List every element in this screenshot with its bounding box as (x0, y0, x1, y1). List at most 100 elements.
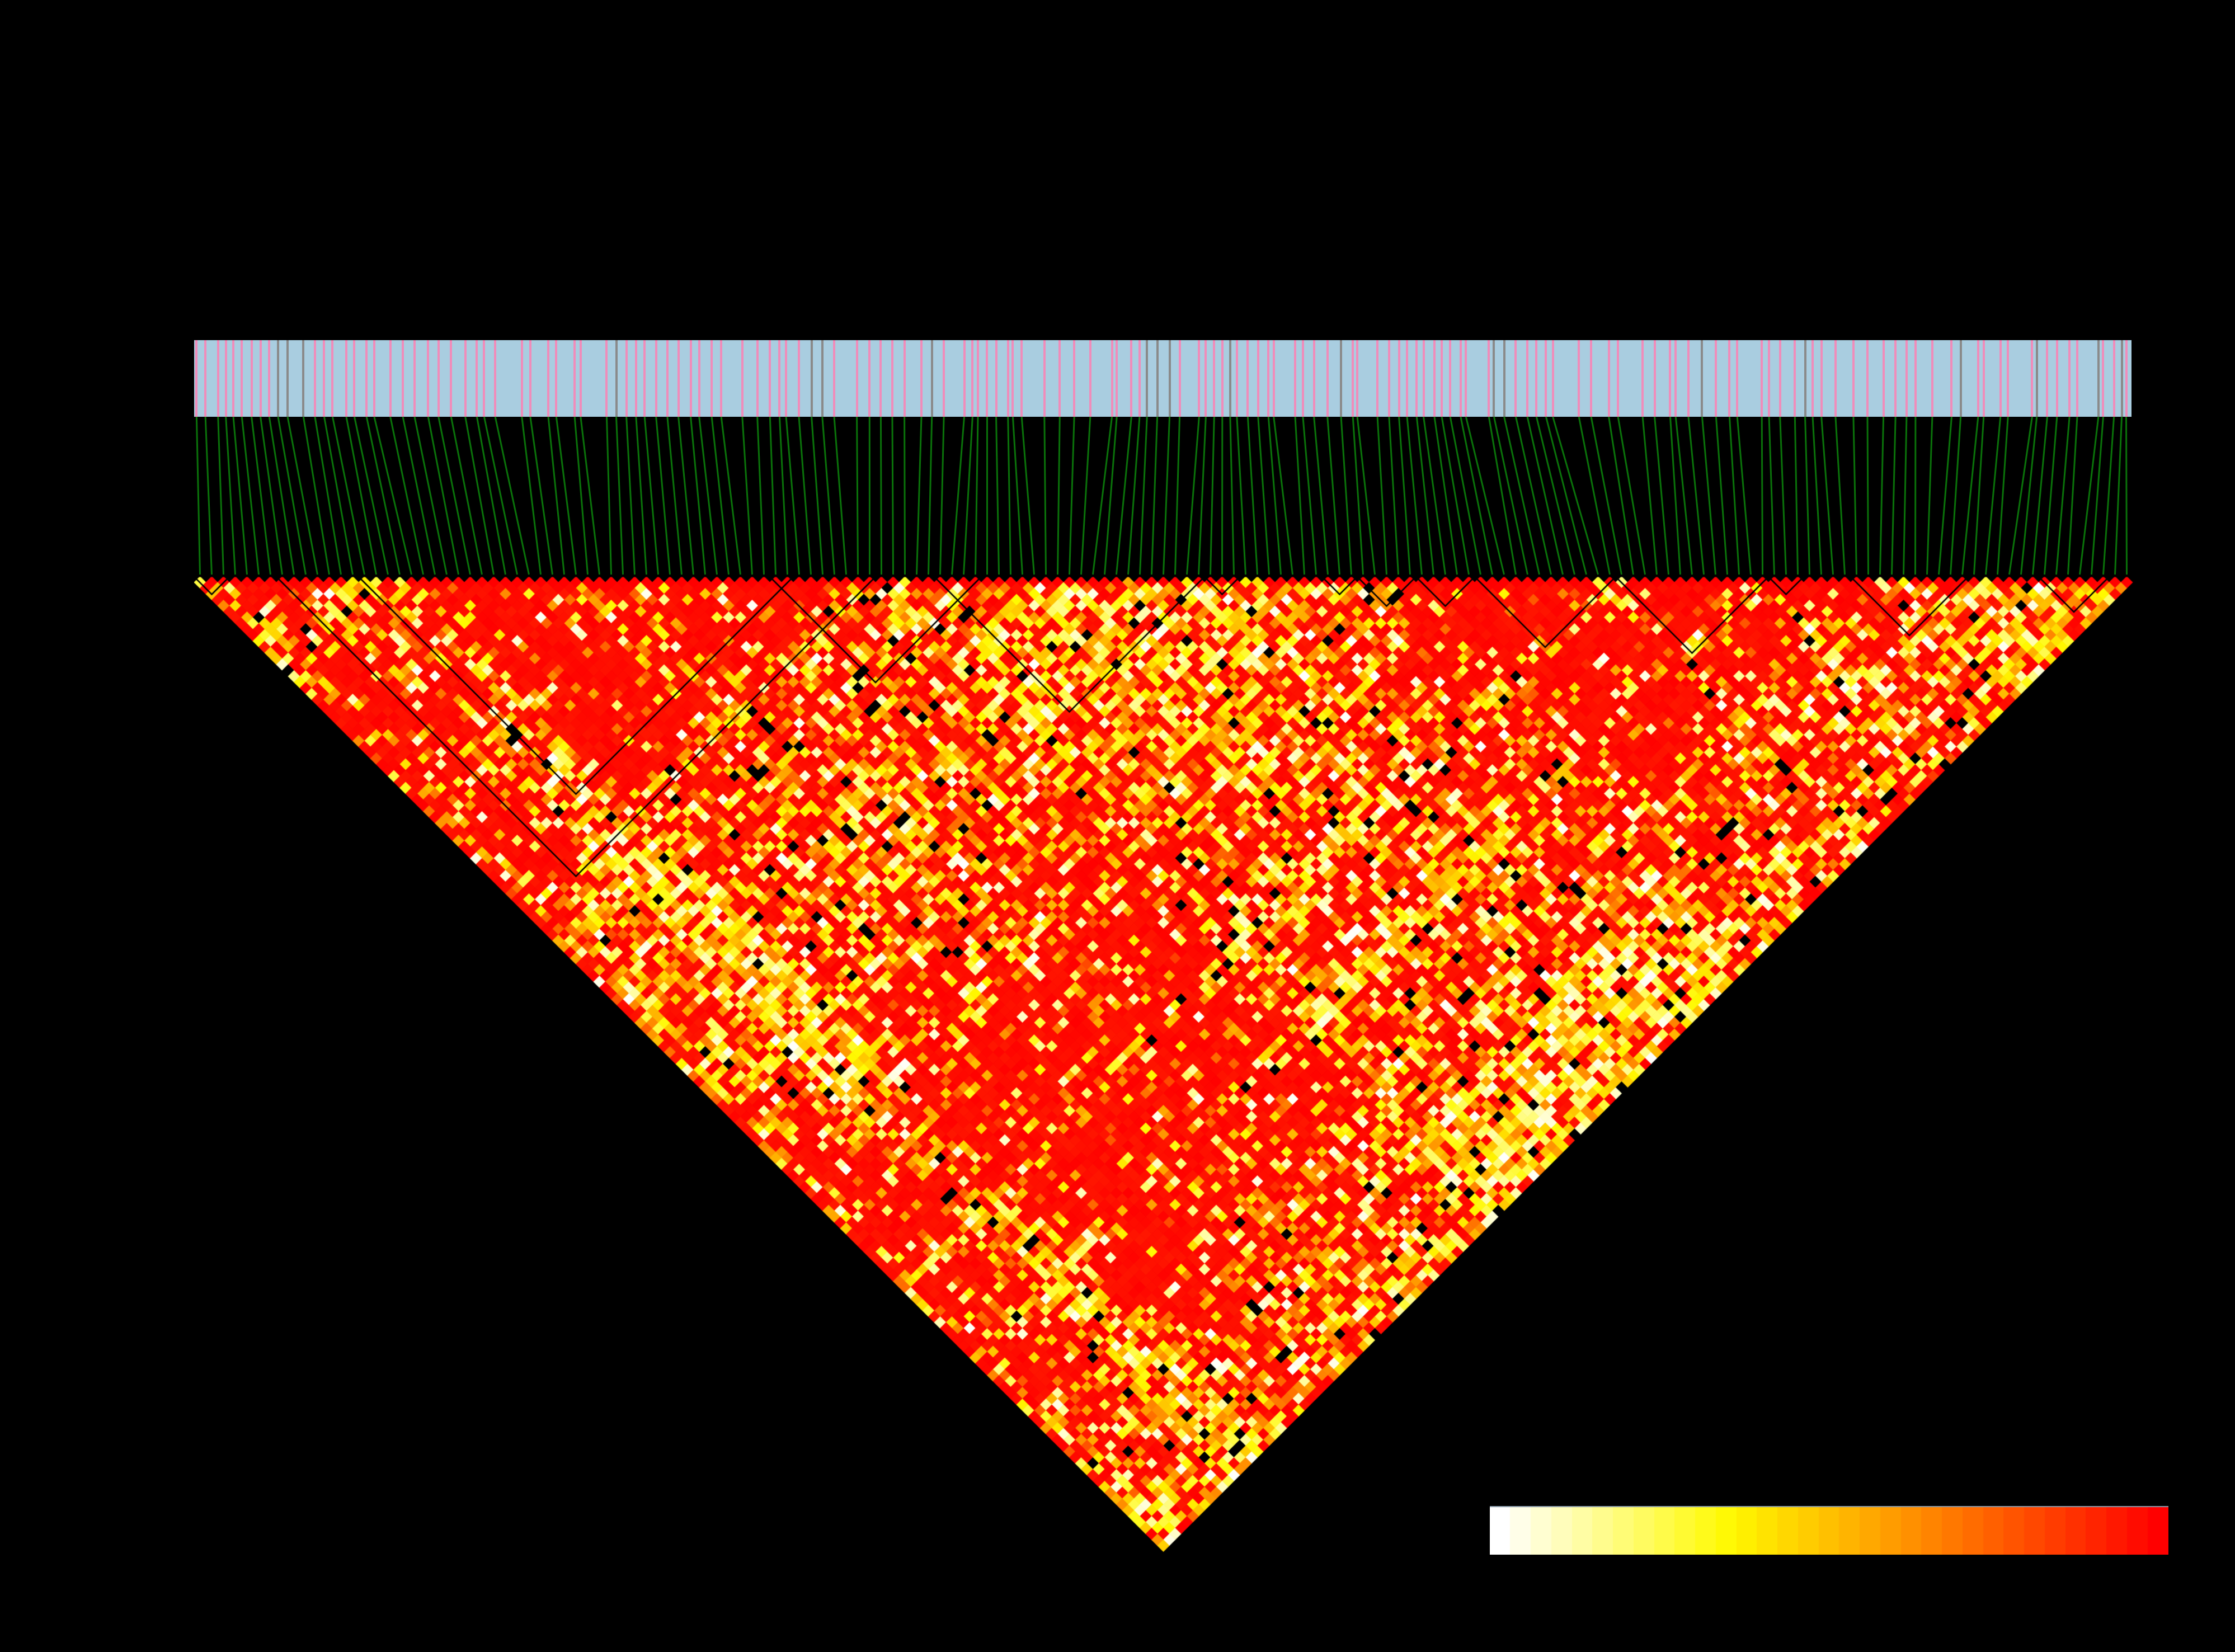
snp-tick-gray (2035, 340, 2038, 417)
snp-tick-pink (373, 340, 375, 417)
connector-line (690, 416, 706, 575)
connector-line (711, 416, 730, 575)
connector-line (427, 416, 459, 575)
snp-tick-pink (1459, 340, 1462, 417)
connector-line (1092, 416, 1113, 575)
connector-line (778, 416, 788, 575)
snp-tick-pink (963, 340, 966, 417)
snp-tick-gray (615, 340, 618, 417)
snp-tick-pink (520, 340, 523, 417)
snp-tick-pink (1894, 340, 1897, 417)
connector-line (1641, 416, 1658, 575)
connector-line (615, 416, 624, 575)
connector-line (251, 416, 271, 575)
snp-tick-pink (2046, 340, 2049, 417)
connector-line (2067, 416, 2078, 575)
connector-line (1997, 416, 2009, 575)
snp-tick-pink (1415, 340, 1418, 417)
connector-line (975, 416, 979, 575)
snp-tick-pink (1914, 340, 1917, 417)
connector-line (1069, 416, 1075, 575)
snp-tick-pink (1590, 340, 1593, 417)
snp-tick-pink (1398, 340, 1400, 417)
snp-tick-pink (1465, 340, 1467, 417)
snp-tick-pink (741, 340, 744, 417)
connector-line (1701, 416, 1716, 575)
snp-tick-pink (879, 340, 882, 417)
snp-tick-pink (2112, 340, 2115, 417)
snp-tick-pink (1294, 340, 1297, 417)
snp-tick-pink (2076, 340, 2078, 417)
connector-line (314, 416, 342, 575)
connector-line (785, 416, 800, 575)
snp-tick-pink (195, 340, 198, 417)
snp-tick-gray (1146, 340, 1149, 417)
snp-tick-gray (2097, 340, 2100, 417)
connector-line (323, 416, 354, 575)
connector-line (2044, 416, 2058, 575)
snp-tick-pink (711, 340, 713, 417)
snp-tick-pink (785, 340, 788, 417)
snp-tick-pink (1834, 340, 1837, 417)
snp-tick-pink (2007, 340, 2010, 417)
snp-tick-pink (476, 340, 478, 417)
snp-tick-pink (971, 340, 974, 417)
snp-tick-pink (241, 340, 243, 417)
connector-line (1229, 416, 1235, 575)
connector-line (2020, 416, 2038, 575)
connector-line (833, 416, 847, 575)
connector-line (1352, 416, 1364, 575)
connector-line (1257, 416, 1270, 575)
connector-line (677, 416, 694, 575)
snp-tick-pink (634, 340, 637, 417)
connector-line (241, 416, 260, 575)
connector-line (2102, 416, 2115, 575)
connector-line (769, 416, 777, 575)
connector-line (1728, 416, 1740, 575)
snp-tick-pink (1578, 340, 1580, 417)
connector-line (1449, 416, 1481, 575)
snp-tick-gray (821, 340, 824, 417)
snp-tick-gray (277, 340, 280, 417)
snp-tick-pink (1387, 340, 1390, 417)
connector-line (1891, 416, 1897, 575)
connector-line (1460, 416, 1493, 575)
snp-tick-pink (1011, 340, 1014, 417)
snp-tick-pink (778, 340, 781, 417)
connector-line (1441, 416, 1470, 575)
connector-line (605, 416, 612, 575)
connector-line (373, 416, 412, 575)
connector-line (1356, 416, 1376, 575)
connector-line (1985, 416, 2002, 575)
connector-line (1198, 416, 1207, 575)
snp-tick-pink (224, 340, 227, 417)
snp-tick-pink (331, 340, 334, 417)
connector-line (521, 416, 542, 575)
snp-tick-pink (1178, 340, 1181, 417)
snp-tick-pink (323, 340, 326, 417)
connector-line (1020, 416, 1035, 575)
snp-tick-gray (302, 340, 305, 417)
connector-line (2008, 416, 2033, 575)
connector-line (916, 416, 923, 575)
connector-line (1011, 416, 1023, 575)
snp-tick-pink (1526, 340, 1529, 417)
connector-line (1590, 416, 1622, 575)
connector-line (232, 416, 248, 575)
snp-tick-pink (573, 340, 576, 417)
snp-tick-gray (1229, 340, 1231, 417)
connector-line (2055, 416, 2071, 575)
connector-line (365, 416, 401, 575)
snp-tick-pink (643, 340, 646, 417)
connector-line (1852, 416, 1857, 575)
connector-line (741, 416, 753, 575)
connector-line (464, 416, 495, 575)
snp-tick-pink (579, 340, 582, 417)
snp-tick-pink (1204, 340, 1207, 417)
connector-line (260, 416, 283, 575)
ld-heatmap-triangle (194, 575, 2135, 1567)
snp-tick-pink (494, 340, 497, 417)
snp-tick-pink (1653, 340, 1656, 417)
connector-line (2125, 416, 2128, 575)
